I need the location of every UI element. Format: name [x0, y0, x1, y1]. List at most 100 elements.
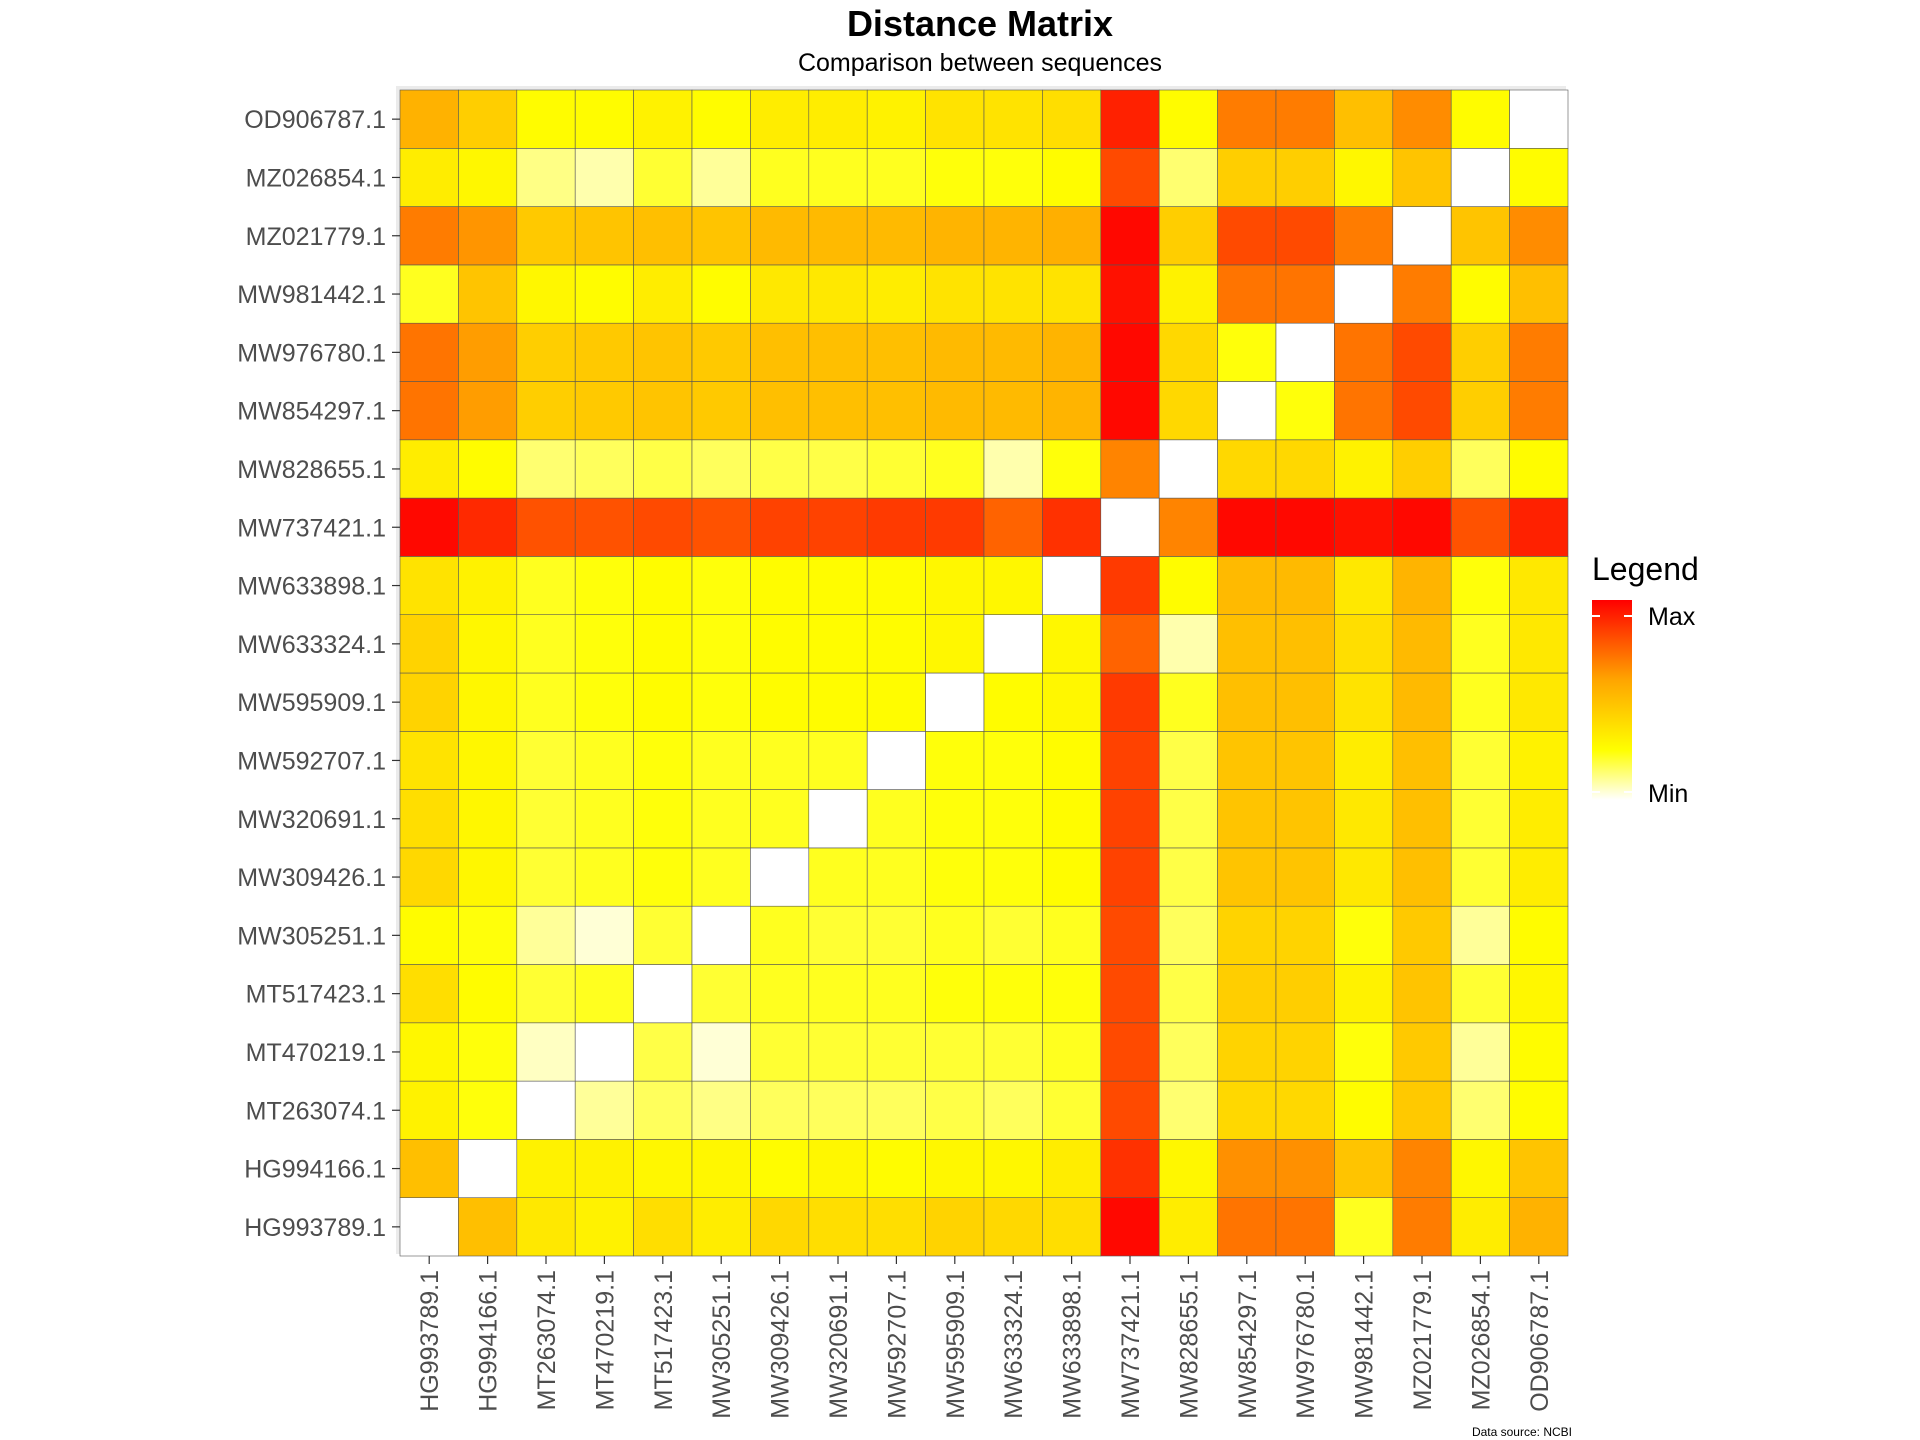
heatmap-cell — [925, 1022, 985, 1082]
heatmap-cell — [866, 206, 926, 266]
heatmap-cell — [1450, 497, 1510, 557]
heatmap-cell — [574, 614, 634, 674]
heatmap-cell — [1158, 789, 1218, 849]
heatmap-cell — [1100, 789, 1160, 849]
heatmap-cell — [633, 614, 693, 674]
heatmap-cell — [983, 964, 1043, 1024]
heatmap-cell — [925, 381, 985, 441]
heatmap-cell — [574, 789, 634, 849]
heatmap-cell — [983, 614, 1043, 674]
heatmap-cell — [925, 1139, 985, 1199]
heatmap-cell — [866, 1080, 926, 1140]
heatmap-cell — [574, 206, 634, 266]
heatmap-cell — [1100, 614, 1160, 674]
heatmap-cell — [399, 1197, 459, 1257]
heatmap-cell — [1334, 497, 1394, 557]
heatmap-cell — [1275, 905, 1335, 965]
heatmap-cell — [1509, 322, 1569, 382]
heatmap-cell — [983, 381, 1043, 441]
heatmap-cell — [458, 672, 518, 732]
heatmap-cell — [866, 905, 926, 965]
heatmap-cell — [983, 1139, 1043, 1199]
heatmap-cell — [808, 556, 868, 616]
x-tick-label: MW633898.1 — [1059, 1270, 1087, 1419]
heatmap-cell — [574, 264, 634, 324]
heatmap-cell — [925, 672, 985, 732]
heatmap-cell — [808, 1139, 868, 1199]
y-tick-label: HG993789.1 — [244, 1214, 386, 1242]
x-tick-label: HG994166.1 — [475, 1270, 503, 1412]
heatmap-cell — [399, 439, 459, 499]
heatmap-cell — [1158, 264, 1218, 324]
heatmap-cell — [750, 1080, 810, 1140]
y-tick-label: MZ021779.1 — [246, 223, 386, 251]
heatmap-cell — [1509, 148, 1569, 207]
heatmap-cell — [983, 206, 1043, 266]
heatmap-cell — [1509, 381, 1569, 441]
heatmap-cell — [399, 614, 459, 674]
heatmap-cell — [516, 730, 576, 790]
y-tick-label: HG994166.1 — [244, 1156, 386, 1184]
heatmap-cell — [1100, 847, 1160, 907]
heatmap-cell — [516, 614, 576, 674]
heatmap-cell — [1217, 847, 1277, 907]
heatmap-cell — [1334, 148, 1394, 207]
y-tick-label: MT517423.1 — [246, 981, 386, 1009]
heatmap-cell — [1392, 1022, 1452, 1082]
heatmap-cell — [750, 89, 810, 149]
heatmap-cell — [925, 556, 985, 616]
y-tick-label: MT470219.1 — [246, 1039, 386, 1067]
heatmap-cell — [808, 264, 868, 324]
heatmap-cell — [983, 439, 1043, 499]
heatmap-cell — [925, 1197, 985, 1257]
heatmap-cell — [1450, 381, 1510, 441]
heatmap-cell — [750, 1139, 810, 1199]
heatmap-cell — [1100, 1022, 1160, 1082]
heatmap-cell — [458, 556, 518, 616]
heatmap-cell — [1334, 206, 1394, 266]
heatmap-cell — [1392, 614, 1452, 674]
heatmap-cell — [1509, 1022, 1569, 1082]
heatmap-cell — [1509, 1197, 1569, 1257]
heatmap-cell — [983, 905, 1043, 965]
y-tick-label: MW633324.1 — [237, 631, 386, 659]
heatmap-cell — [1217, 964, 1277, 1024]
heatmap-cell — [516, 905, 576, 965]
heatmap-cell — [750, 847, 810, 907]
heatmap-cell — [1042, 89, 1102, 149]
heatmap-cell — [1042, 439, 1102, 499]
heatmap-cell — [574, 89, 634, 149]
heatmap-cell — [808, 730, 868, 790]
heatmap-cell — [1450, 905, 1510, 965]
x-tick-label: MW976780.1 — [1292, 1270, 1320, 1419]
heatmap-cell — [750, 206, 810, 266]
heatmap-cell — [1392, 730, 1452, 790]
heatmap-cell — [691, 497, 751, 557]
heatmap-cell — [983, 730, 1043, 790]
heatmap-cell — [866, 614, 926, 674]
heatmap-cell — [1275, 672, 1335, 732]
heatmap-cell — [808, 322, 868, 382]
heatmap-cell — [808, 964, 868, 1024]
heatmap-cell — [458, 1197, 518, 1257]
heatmap-cell — [866, 556, 926, 616]
heatmap-cell — [750, 148, 810, 207]
heatmap-cell — [1275, 381, 1335, 441]
heatmap-cell — [516, 1139, 576, 1199]
heatmap-cell — [574, 556, 634, 616]
heatmap-cell — [1450, 148, 1510, 207]
x-tick-label: MT263074.1 — [533, 1270, 561, 1410]
heatmap-cell — [750, 614, 810, 674]
heatmap-cell — [1100, 556, 1160, 616]
heatmap-cell — [1275, 439, 1335, 499]
heatmap-cell — [1275, 206, 1335, 266]
heatmap-cell — [691, 148, 751, 207]
heatmap-cell — [1217, 381, 1277, 441]
heatmap-cell — [750, 322, 810, 382]
heatmap-cell — [458, 964, 518, 1024]
heatmap-cell — [1392, 264, 1452, 324]
heatmap-cell — [925, 264, 985, 324]
heatmap-cell — [399, 206, 459, 266]
heatmap-cell — [1509, 789, 1569, 849]
heatmap-cell — [1450, 89, 1510, 149]
